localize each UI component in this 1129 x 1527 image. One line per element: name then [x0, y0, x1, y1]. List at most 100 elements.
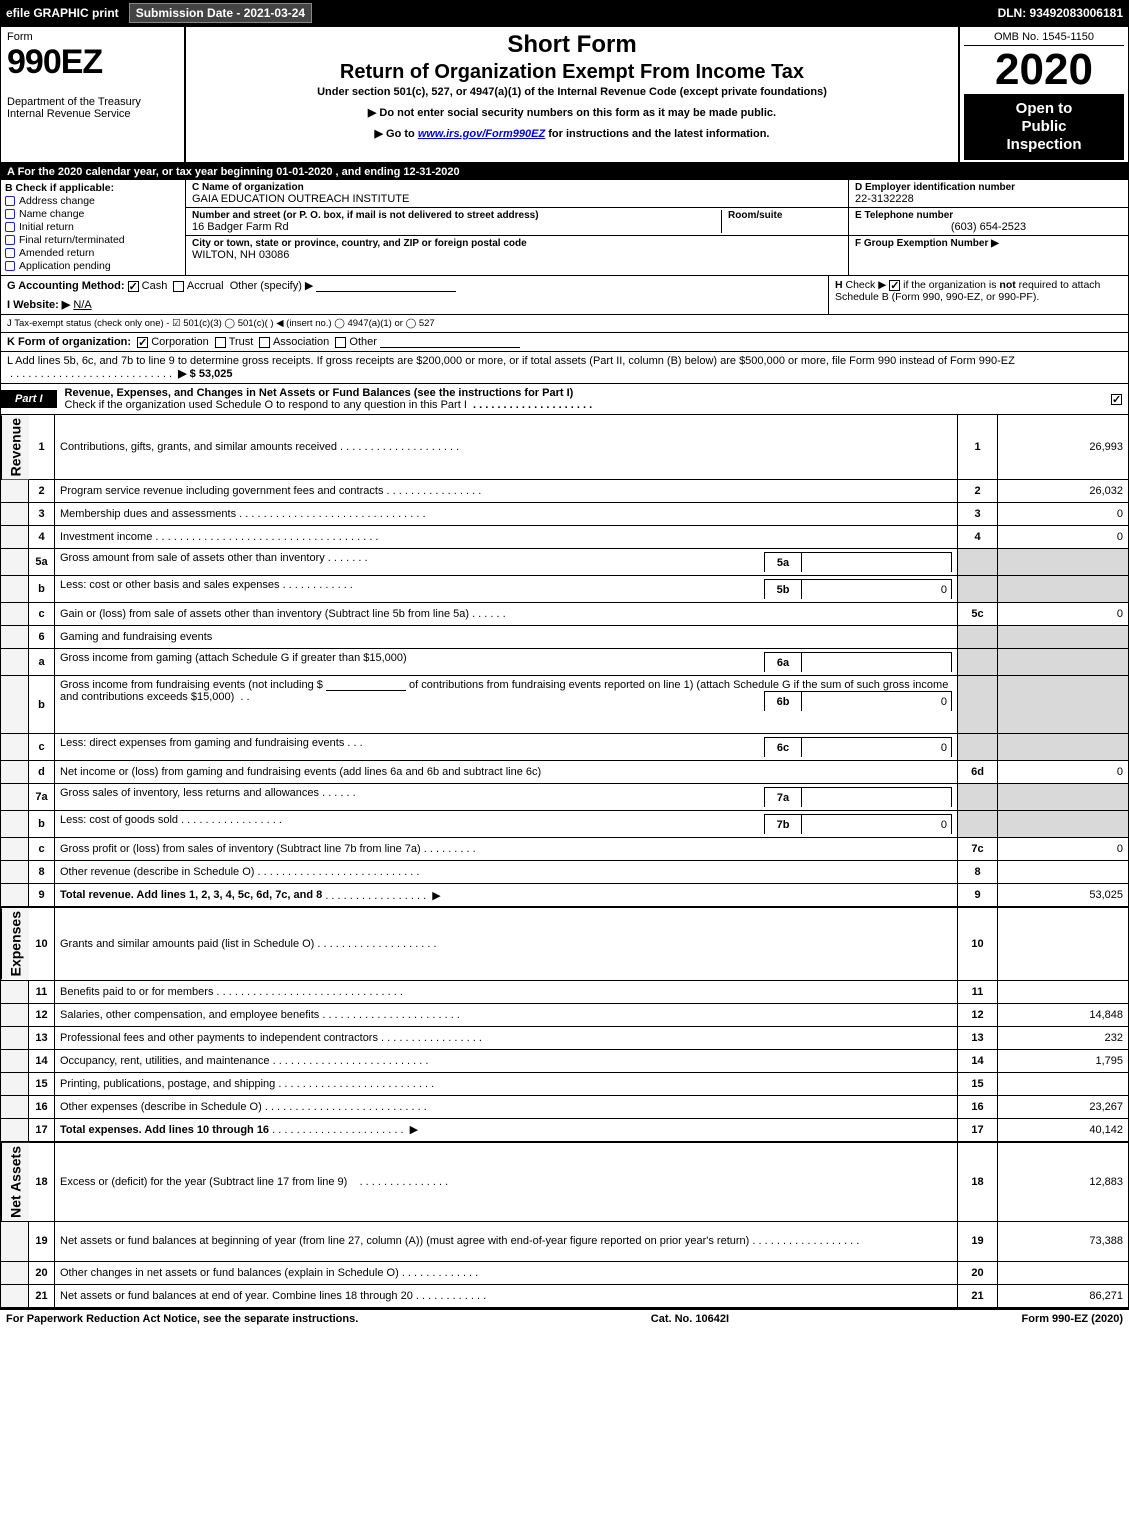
line-9-box: 9: [958, 884, 998, 906]
line-7b-graybox: [958, 811, 998, 837]
accounting-method-row: G Accounting Method: Cash Accrual Other …: [1, 276, 828, 314]
chk-amended-return[interactable]: Amended return: [5, 247, 181, 259]
line-7a-innerbox: 7a: [764, 787, 802, 807]
org-name: GAIA EDUCATION OUTREACH INSTITUTE: [192, 193, 842, 205]
group-exemption-label: F Group Exemption Number ▶: [855, 238, 1122, 249]
chk-corporation[interactable]: [137, 337, 148, 348]
line-10-num: 10: [29, 908, 55, 979]
line-6a-desc: Gross income from gaming (attach Schedul…: [60, 652, 764, 672]
tax-exempt-status-row: J Tax-exempt status (check only one) - ☑…: [1, 315, 1128, 333]
chk-final-return[interactable]: Final return/terminated: [5, 234, 181, 246]
expenses-vertical-label: Expenses: [1, 908, 29, 979]
phone-value: (603) 654-2523: [855, 221, 1122, 233]
room-suite-label: Room/suite: [728, 210, 842, 221]
irs-link[interactable]: www.irs.gov/Form990EZ: [418, 128, 545, 140]
line-18-val: 12,883: [998, 1143, 1128, 1221]
line-17-val: 40,142: [998, 1119, 1128, 1141]
chk-address-change[interactable]: Address change: [5, 195, 181, 207]
line-2-num: 2: [29, 480, 55, 502]
line-6-desc: Gaming and fundraising events: [55, 626, 958, 648]
line-14-desc: Occupancy, rent, utilities, and maintena…: [60, 1055, 270, 1067]
line-10-box: 10: [958, 908, 998, 979]
line-4-num: 4: [29, 526, 55, 548]
section-b-label: B Check if applicable:: [5, 182, 181, 194]
line-6c-num: c: [29, 734, 55, 760]
form-footer-id: Form 990-EZ (2020): [1022, 1313, 1123, 1325]
efile-print-label[interactable]: efile GRAPHIC print: [6, 6, 119, 20]
return-title: Return of Organization Exempt From Incom…: [194, 61, 950, 84]
line-13-box: 13: [958, 1027, 998, 1049]
line-18-box: 18: [958, 1143, 998, 1221]
g-label: G Accounting Method:: [7, 280, 125, 292]
i-label: I Website: ▶: [7, 299, 70, 311]
goto-line: ▶ Go to www.irs.gov/Form990EZ for instru…: [194, 127, 950, 140]
line-5a-innerval: [802, 552, 952, 572]
chk-application-pending[interactable]: Application pending: [5, 260, 181, 272]
chk-initial-return[interactable]: Initial return: [5, 221, 181, 233]
line-7c-val: 0: [998, 838, 1128, 860]
phone-label: E Telephone number: [855, 210, 1122, 221]
line-7c-num: c: [29, 838, 55, 860]
line-19-num: 19: [29, 1222, 55, 1261]
line-7b-grayval: [998, 811, 1128, 837]
line-14-box: 14: [958, 1050, 998, 1072]
revenue-vertical-label: Revenue: [1, 415, 29, 479]
chk-schedule-o-part1[interactable]: [1111, 394, 1122, 405]
ein-value: 22-3132228: [855, 193, 1122, 205]
header-left: Form 990EZ Department of the Treasury In…: [1, 27, 186, 162]
header-mid: Short Form Return of Organization Exempt…: [186, 27, 958, 162]
line-5c-desc: Gain or (loss) from sale of assets other…: [60, 608, 469, 620]
chk-schedule-b[interactable]: [889, 280, 900, 291]
omb-number: OMB No. 1545-1150: [964, 29, 1124, 46]
line-21-box: 21: [958, 1285, 998, 1307]
line-5c-box: 5c: [958, 603, 998, 625]
ssn-warning: ▶ Do not enter social security numbers o…: [194, 106, 950, 119]
line-11-desc: Benefits paid to or for members: [60, 986, 213, 998]
line-6-grayval: [998, 626, 1128, 648]
chk-association[interactable]: [259, 337, 270, 348]
revenue-section: Revenue 1 Contributions, gifts, grants, …: [1, 415, 1128, 908]
gross-receipts-value: ▶ $ 53,025: [178, 368, 232, 380]
line-12-val: 14,848: [998, 1004, 1128, 1026]
chk-name-change[interactable]: Name change: [5, 208, 181, 220]
street-value: 16 Badger Farm Rd: [192, 221, 715, 233]
line-17-box: 17: [958, 1119, 998, 1141]
chk-trust[interactable]: [215, 337, 226, 348]
line-16-box: 16: [958, 1096, 998, 1118]
line-5a-innerbox: 5a: [764, 552, 802, 572]
line-5a-grayval: [998, 549, 1128, 575]
line-7a-num: 7a: [29, 784, 55, 810]
paperwork-notice: For Paperwork Reduction Act Notice, see …: [6, 1313, 358, 1325]
line-6c-innerbox: 6c: [764, 737, 802, 757]
line-6a-innerval: [802, 652, 952, 672]
line-6c-desc: Less: direct expenses from gaming and fu…: [60, 737, 344, 749]
line-20-desc: Other changes in net assets or fund bala…: [60, 1267, 399, 1279]
submission-date-badge: Submission Date - 2021-03-24: [129, 3, 312, 23]
part-1-schedule-o-note: Check if the organization used Schedule …: [65, 399, 467, 411]
dln-label: DLN: 93492083006181: [998, 6, 1123, 20]
line-6a-grayval: [998, 649, 1128, 675]
line-8-val: [998, 861, 1128, 883]
line-6b-graybox: [958, 676, 998, 733]
other-org-line[interactable]: [380, 336, 520, 348]
line-7b-num: b: [29, 811, 55, 837]
goto-post: for instructions and the latest informat…: [545, 128, 769, 140]
other-specify-line[interactable]: [316, 280, 456, 292]
chk-other-org[interactable]: [335, 337, 346, 348]
chk-accrual[interactable]: [173, 281, 184, 292]
line-21-num: 21: [29, 1285, 55, 1307]
line-12-box: 12: [958, 1004, 998, 1026]
section-c-address: C Name of organization GAIA EDUCATION OU…: [186, 180, 848, 275]
line-12-desc: Salaries, other compensation, and employ…: [60, 1009, 319, 1021]
form-code: 990EZ: [7, 43, 178, 82]
chk-cash[interactable]: [128, 281, 139, 292]
line-15-num: 15: [29, 1073, 55, 1095]
line-8-desc: Other revenue (describe in Schedule O): [60, 866, 254, 878]
section-b-checkboxes: B Check if applicable: Address change Na…: [1, 180, 186, 275]
line-9-desc: Total revenue. Add lines 1, 2, 3, 4, 5c,…: [60, 889, 322, 901]
line-6b-contrib-blank: [326, 679, 406, 691]
line-6c-graybox: [958, 734, 998, 760]
line-5b-grayval: [998, 576, 1128, 602]
line-5b-innerbox: 5b: [764, 579, 802, 599]
line-5a-desc: Gross amount from sale of assets other t…: [60, 552, 325, 564]
